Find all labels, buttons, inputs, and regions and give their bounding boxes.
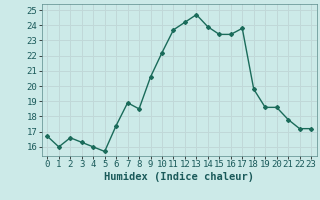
X-axis label: Humidex (Indice chaleur): Humidex (Indice chaleur) (104, 172, 254, 182)
